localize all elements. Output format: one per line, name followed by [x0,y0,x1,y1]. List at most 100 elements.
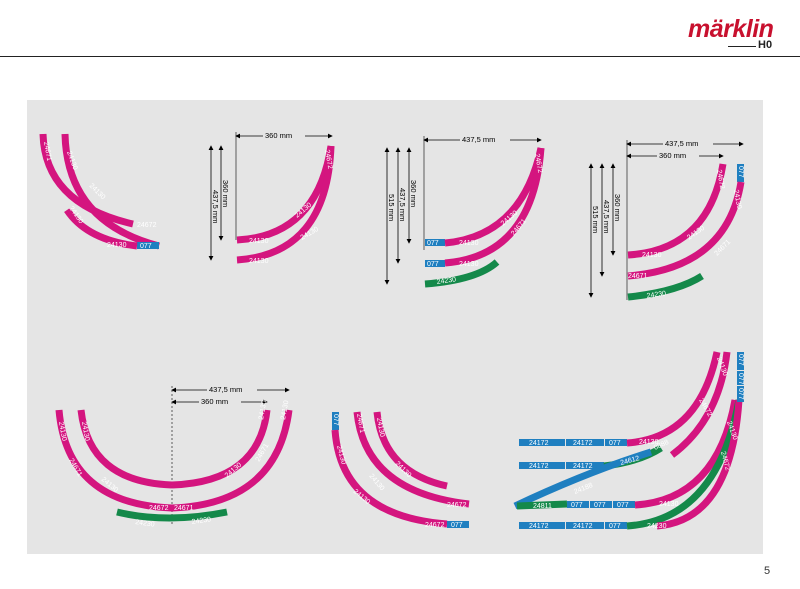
track-row4-b [566,522,604,529]
track-row1-a [519,439,565,446]
track-outer-curve [627,181,745,280]
track-077-v3 [737,386,744,402]
track-row2-a [519,462,565,469]
label-077: 077 [737,166,744,178]
track-row1-b [566,439,604,446]
label-24172b: 24172 [573,440,593,447]
track-row2-b [566,462,604,469]
label-24672: 24672 [323,149,333,169]
track-24811 [516,500,568,510]
label-24172: 24172 [529,440,549,447]
page-number: 5 [764,565,771,577]
dim-360-vertical: 360 mm [613,194,622,221]
dim-515-vertical: 515 mm [591,206,600,233]
track-inner-right [171,409,271,489]
diagram-7: 24172 24172 077 24130 24172 24172 24612 … [513,351,744,530]
track-24230 [627,273,704,301]
label-24130d: 24130 [367,473,385,492]
track-outer-curve [61,133,160,250]
label-24672: 24672 [149,505,169,512]
track-row4-c [605,522,627,529]
label-24172d: 24172 [573,463,593,470]
track-inner [373,411,448,490]
label-24811: 24811 [533,503,552,510]
label-24130d: 24130 [224,462,243,480]
label-24130: 24130 [375,417,385,437]
track-24188-diagonal [513,448,653,510]
label-24130c: 24130 [642,252,662,259]
dim-360-vertical: 360 mm [221,180,230,207]
track-row1-curve [626,351,721,447]
label-077-v1: 077 [737,354,744,366]
label-24672: 24672 [137,222,157,229]
track-077-v2 [737,371,744,385]
label-24172c: 24172 [529,463,549,470]
track-row3-curve [634,399,739,509]
track-077 [425,239,445,246]
label-24672: 24672 [447,502,467,509]
label-24130f: 24130 [280,400,290,420]
logo-wordmark: märklin [688,15,774,43]
label-24672: 24672 [533,153,543,173]
dim-360-vertical: 360 mm [409,180,418,207]
track-upper-curve [669,351,731,458]
label-077c: 077 [594,502,606,509]
track-outer-semicircle [55,409,293,512]
track-diagrams: 24671 24130 24130 24130 24672 24130 077 … [39,131,745,530]
track-row1-c [605,439,627,446]
track-inner-curve [236,145,335,244]
label-24130e: 24130 [258,400,268,420]
label-24172e: 24172 [529,523,549,530]
label-24672b: 24672 [719,451,731,472]
label-077d: 077 [617,502,629,509]
label-24130d: 24130 [249,258,269,265]
label-077: 077 [427,240,439,247]
label-24130d: 24130 [107,242,127,249]
track-077 [737,164,744,182]
track-24230-pair [116,508,228,522]
marklin-logo: märklin H0 [688,15,774,52]
track-077 [137,242,159,249]
label-24230b: 24230 [191,516,211,526]
label-077-v2: 077 [737,373,744,385]
dim-515-vertical: 515 mm [387,194,396,221]
track-row3-c [613,501,635,508]
label-24612: 24612 [620,455,641,467]
label-24671b: 24671 [628,273,648,280]
label-24188: 24188 [573,482,594,496]
label-24130b: 24130 [88,182,107,201]
track-077-vertical [332,412,339,430]
track-outer-curve [444,147,545,267]
diagram-4: 437,5 mm 360 mm 360 mm 437,5 mm 515 mm 0… [588,139,745,301]
track-lower-curve [64,207,138,250]
label-24230: 24230 [647,523,667,530]
label-24130b: 24130 [335,445,347,466]
dim-4375: 437,5 mm [209,385,242,394]
logo-scale-h0: H0 [758,39,773,51]
track-077 [447,521,469,528]
label-24172f: 24172 [573,523,593,530]
track-inner-curve [444,147,545,247]
dim-4375-vertical: 437,5 mm [602,200,611,233]
track-row3-a [567,501,589,508]
label-077: 077 [451,522,463,529]
track-inner-left [77,409,173,489]
dim-4375-vertical: 437,5 mm [398,188,407,221]
diagram-2: 360 mm 360 mm 437,5 mm 24672 24130 24130… [208,131,335,265]
track-outer [331,429,448,528]
diagram-3: 437,5 mm 360 mm 437,5 mm 515 mm 077 077 … [384,135,545,288]
label-24130b: 24130 [249,238,269,245]
label-077: 077 [140,243,152,250]
label-077-v3: 077 [737,388,744,400]
track-outer-curve [236,145,335,264]
logo-underline [728,46,756,47]
track-inner-curve [39,133,134,228]
label-24230: 24230 [436,276,456,286]
label-24130: 24130 [57,421,67,441]
label-24672: 24672 [715,169,725,189]
label-24671: 24671 [355,413,365,433]
label-24230: 24230 [135,519,155,529]
track-row4-curve-b [656,399,743,530]
diagram-6: 077 24671 24130 24130 24130 24130 24130 … [331,411,470,529]
label-077b: 077 [571,502,583,509]
